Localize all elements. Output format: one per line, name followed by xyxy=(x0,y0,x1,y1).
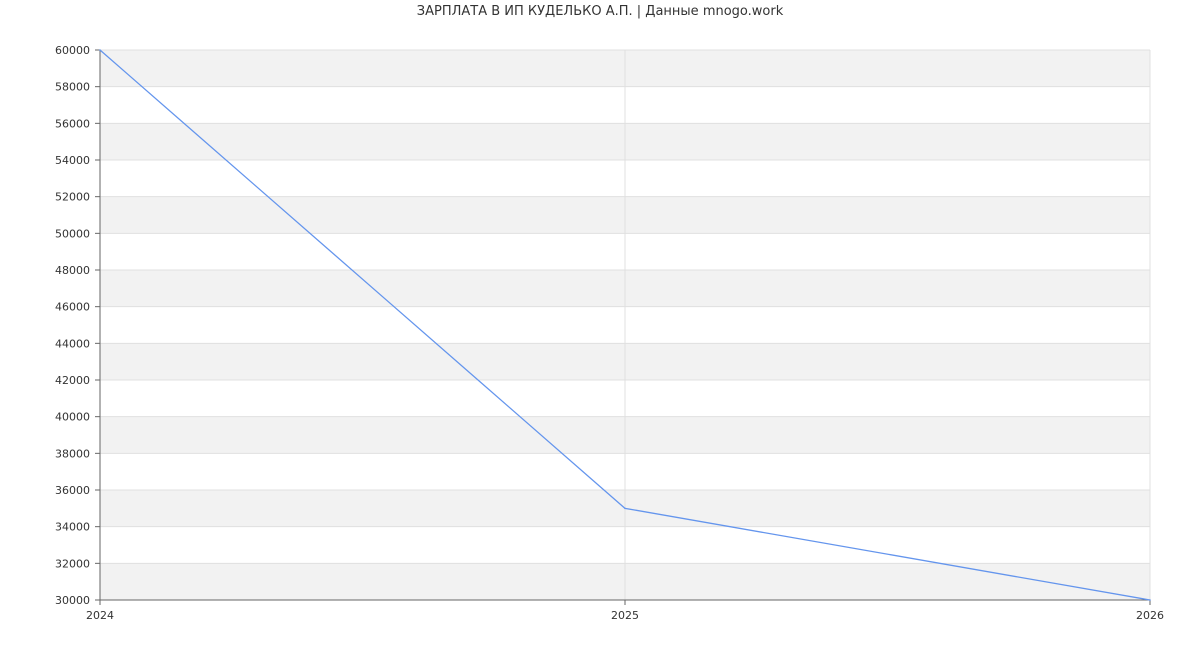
y-tick-label: 36000 xyxy=(55,484,90,497)
y-tick-label: 46000 xyxy=(55,301,90,314)
y-tick-label: 34000 xyxy=(55,521,90,534)
y-tick-label: 48000 xyxy=(55,264,90,277)
y-tick-label: 56000 xyxy=(55,117,90,130)
y-tick-label: 54000 xyxy=(55,154,90,167)
data-point xyxy=(624,507,626,510)
y-tick-label: 32000 xyxy=(55,557,90,570)
y-tick-label: 40000 xyxy=(55,411,90,424)
y-tick-label: 60000 xyxy=(55,44,90,57)
y-tick-label: 44000 xyxy=(55,337,90,350)
y-tick-label: 58000 xyxy=(55,81,90,94)
y-tick-label: 38000 xyxy=(55,447,90,460)
y-tick-label: 42000 xyxy=(55,374,90,387)
x-tick-label: 2026 xyxy=(1136,609,1164,622)
y-tick-label: 30000 xyxy=(55,594,90,607)
x-tick-label: 2024 xyxy=(86,609,114,622)
y-tick-label: 50000 xyxy=(55,227,90,240)
x-tick-label: 2025 xyxy=(611,609,639,622)
data-point xyxy=(99,49,101,51)
data-point xyxy=(1149,599,1151,601)
y-tick-label: 52000 xyxy=(55,191,90,204)
chart-title: ЗАРПЛАТА В ИП КУДЕЛЬКО А.П. | Данные mno… xyxy=(416,4,784,19)
